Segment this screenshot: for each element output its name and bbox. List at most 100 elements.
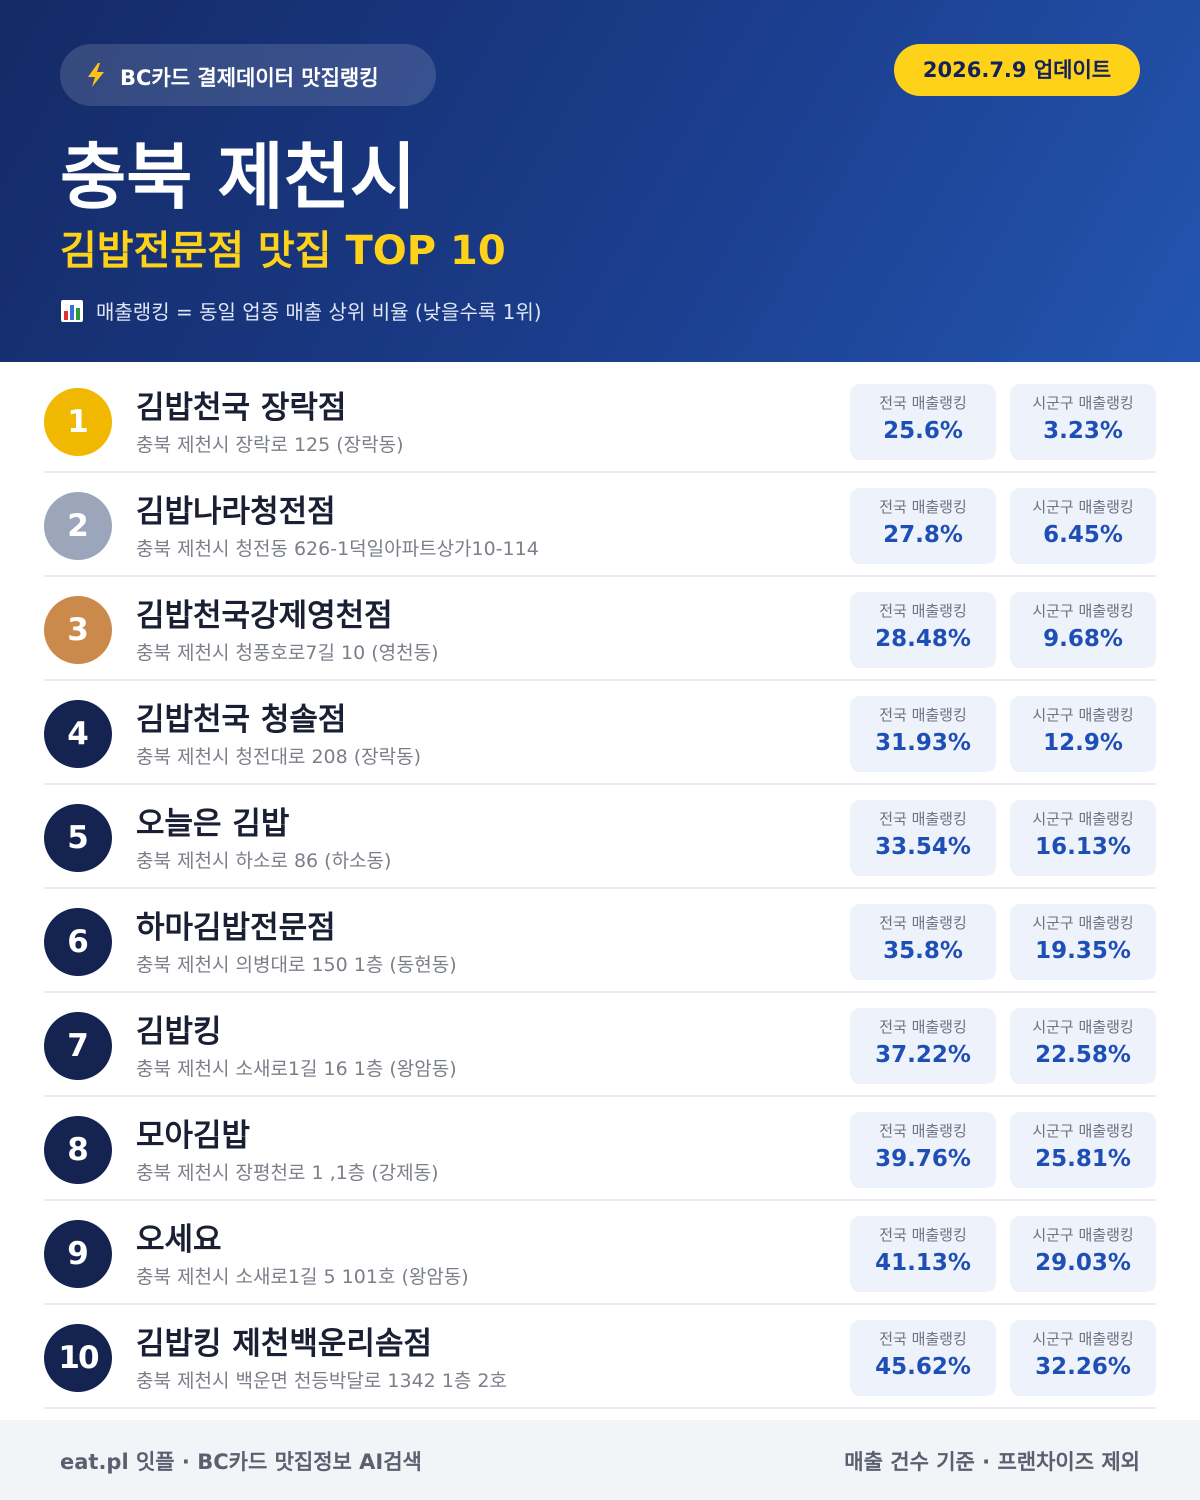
chart-icon xyxy=(61,300,83,322)
ranking-box: 시군구 매출랭킹 16.13% xyxy=(1010,800,1156,876)
divider xyxy=(44,783,1156,785)
ranking-label: 시군구 매출랭킹 xyxy=(1032,1018,1134,1036)
ranking-label: 시군구 매출랭킹 xyxy=(1032,914,1134,932)
ranking-value: 9.68% xyxy=(1043,626,1123,652)
restaurant-name: 김밥킹 xyxy=(136,1014,222,1050)
rank-badge: 10 xyxy=(44,1324,112,1392)
restaurant-name: 김밥나라청전점 xyxy=(136,494,336,530)
ranking-box: 시군구 매출랭킹 22.58% xyxy=(1010,1008,1156,1084)
ranking-label: 전국 매출랭킹 xyxy=(879,602,967,620)
ranking-label: 전국 매출랭킹 xyxy=(879,1018,967,1036)
ranking-box: 시군구 매출랭킹 29.03% xyxy=(1010,1216,1156,1292)
ranking-box: 전국 매출랭킹 35.8% xyxy=(850,904,996,980)
rank-badge: 6 xyxy=(44,908,112,976)
divider xyxy=(44,991,1156,993)
ranking-box: 시군구 매출랭킹 32.26% xyxy=(1010,1320,1156,1396)
address: 충북 제천시 소새로1길 16 1층 (왕암동) xyxy=(136,1058,457,1080)
footer-right: 매출 건수 기준 · 프랜차이즈 제외 xyxy=(844,1450,1140,1474)
ranking-box: 전국 매출랭킹 39.76% xyxy=(850,1112,996,1188)
address: 충북 제천시 의병대로 150 1층 (동현동) xyxy=(136,954,457,976)
ranking-label: 시군구 매출랭킹 xyxy=(1032,602,1134,620)
title: 충북 제천시 xyxy=(60,135,417,219)
ranking-value: 22.58% xyxy=(1035,1042,1131,1068)
divider xyxy=(44,471,1156,473)
address: 충북 제천시 장평천로 1 ,1층 (강제동) xyxy=(136,1162,439,1184)
restaurant-name: 김밥천국 장락점 xyxy=(136,390,347,426)
ranking-label: 전국 매출랭킹 xyxy=(879,1330,967,1348)
ranking-box: 시군구 매출랭킹 6.45% xyxy=(1010,488,1156,564)
address: 충북 제천시 청전동 626-1덕일아파트상가10-114 xyxy=(136,538,539,560)
ranking-label: 시군구 매출랭킹 xyxy=(1032,810,1134,828)
ranking-box: 전국 매출랭킹 28.48% xyxy=(850,592,996,668)
ranking-value: 16.13% xyxy=(1035,834,1131,860)
restaurant-name: 김밥킹 제천백운리솜점 xyxy=(136,1326,432,1362)
ranking-value: 39.76% xyxy=(875,1146,971,1172)
address: 충북 제천시 청풍호로7길 10 (영천동) xyxy=(136,642,439,664)
ranking-value: 3.23% xyxy=(1043,418,1123,444)
ranking-box: 전국 매출랭킹 27.8% xyxy=(850,488,996,564)
address: 충북 제천시 소새로1길 5 101호 (왕암동) xyxy=(136,1266,469,1288)
footer: eat.pl 잇플 · BC카드 맛집정보 AI검색 매출 건수 기준 · 프랜… xyxy=(0,1420,1200,1500)
ranking-label: 전국 매출랭킹 xyxy=(879,498,967,516)
ranking-label: 시군구 매출랭킹 xyxy=(1032,1226,1134,1244)
ranking-value: 32.26% xyxy=(1035,1354,1131,1380)
ranking-label: 시군구 매출랭킹 xyxy=(1032,706,1134,724)
rank-badge: 8 xyxy=(44,1116,112,1184)
ranking-value: 28.48% xyxy=(875,626,971,652)
ranking-label: 전국 매출랭킹 xyxy=(879,706,967,724)
ranking-label: 시군구 매출랭킹 xyxy=(1032,498,1134,516)
rank-badge: 2 xyxy=(44,492,112,560)
ranking-label: 전국 매출랭킹 xyxy=(879,1226,967,1244)
ranking-value: 35.8% xyxy=(883,938,963,964)
restaurant-name: 김밥천국강제영천점 xyxy=(136,598,393,634)
rank-badge: 7 xyxy=(44,1012,112,1080)
ranking-box: 시군구 매출랭킹 3.23% xyxy=(1010,384,1156,460)
ranking-box: 전국 매출랭킹 25.6% xyxy=(850,384,996,460)
ranking-box: 시군구 매출랭킹 12.9% xyxy=(1010,696,1156,772)
ranking-value: 37.22% xyxy=(875,1042,971,1068)
badge-text: BC카드 결제데이터 맛집랭킹 xyxy=(120,66,379,90)
rank-badge: 4 xyxy=(44,700,112,768)
ranking-label: 전국 매출랭킹 xyxy=(879,1122,967,1140)
ranking-value: 41.13% xyxy=(875,1250,971,1276)
ranking-label: 전국 매출랭킹 xyxy=(879,810,967,828)
ranking-value: 29.03% xyxy=(1035,1250,1131,1276)
ranking-value: 31.93% xyxy=(875,730,971,756)
ranking-value: 27.8% xyxy=(883,522,963,548)
address: 충북 제천시 장락로 125 (장락동) xyxy=(136,434,404,456)
rank-badge: 5 xyxy=(44,804,112,872)
ranking-box: 시군구 매출랭킹 9.68% xyxy=(1010,592,1156,668)
ranking-value: 25.81% xyxy=(1035,1146,1131,1172)
header: BC카드 결제데이터 맛집랭킹 2026.7.9 업데이트 충북 제천시 김밥전… xyxy=(0,0,1200,362)
address: 충북 제천시 하소로 86 (하소동) xyxy=(136,850,392,872)
divider xyxy=(44,1199,1156,1201)
divider xyxy=(44,1407,1156,1409)
divider xyxy=(44,1303,1156,1305)
rank-badge: 9 xyxy=(44,1220,112,1288)
divider xyxy=(44,887,1156,889)
divider xyxy=(44,575,1156,577)
ranking-box: 전국 매출랭킹 41.13% xyxy=(850,1216,996,1292)
ranking-value: 45.62% xyxy=(875,1354,971,1380)
ranking-label: 시군구 매출랭킹 xyxy=(1032,1122,1134,1140)
ranking-value: 33.54% xyxy=(875,834,971,860)
divider xyxy=(44,679,1156,681)
rank-badge: 1 xyxy=(44,388,112,456)
ranking-value: 12.9% xyxy=(1043,730,1123,756)
address: 충북 제천시 청전대로 208 (장락동) xyxy=(136,746,422,768)
restaurant-name: 김밥천국 청솔점 xyxy=(136,702,347,738)
restaurant-name: 오늘은 김밥 xyxy=(136,806,290,842)
ranking-label: 전국 매출랭킹 xyxy=(879,394,967,412)
badge: BC카드 결제데이터 맛집랭킹 xyxy=(60,44,436,106)
ranking-box: 전국 매출랭킹 33.54% xyxy=(850,800,996,876)
footer-left: eat.pl 잇플 · BC카드 맛집정보 AI검색 xyxy=(60,1450,422,1474)
rank-badge: 3 xyxy=(44,596,112,664)
ranking-box: 시군구 매출랭킹 19.35% xyxy=(1010,904,1156,980)
subtitle: 김밥전문점 맛집 TOP 10 xyxy=(60,228,506,274)
note: 매출랭킹 = 동일 업종 매출 상위 비율 (낮을수록 1위) xyxy=(96,300,542,324)
address: 충북 제천시 백운면 천등박달로 1342 1층 2호 xyxy=(136,1370,507,1392)
divider xyxy=(44,1095,1156,1097)
ranking-label: 시군구 매출랭킹 xyxy=(1032,394,1134,412)
ranking-value: 6.45% xyxy=(1043,522,1123,548)
